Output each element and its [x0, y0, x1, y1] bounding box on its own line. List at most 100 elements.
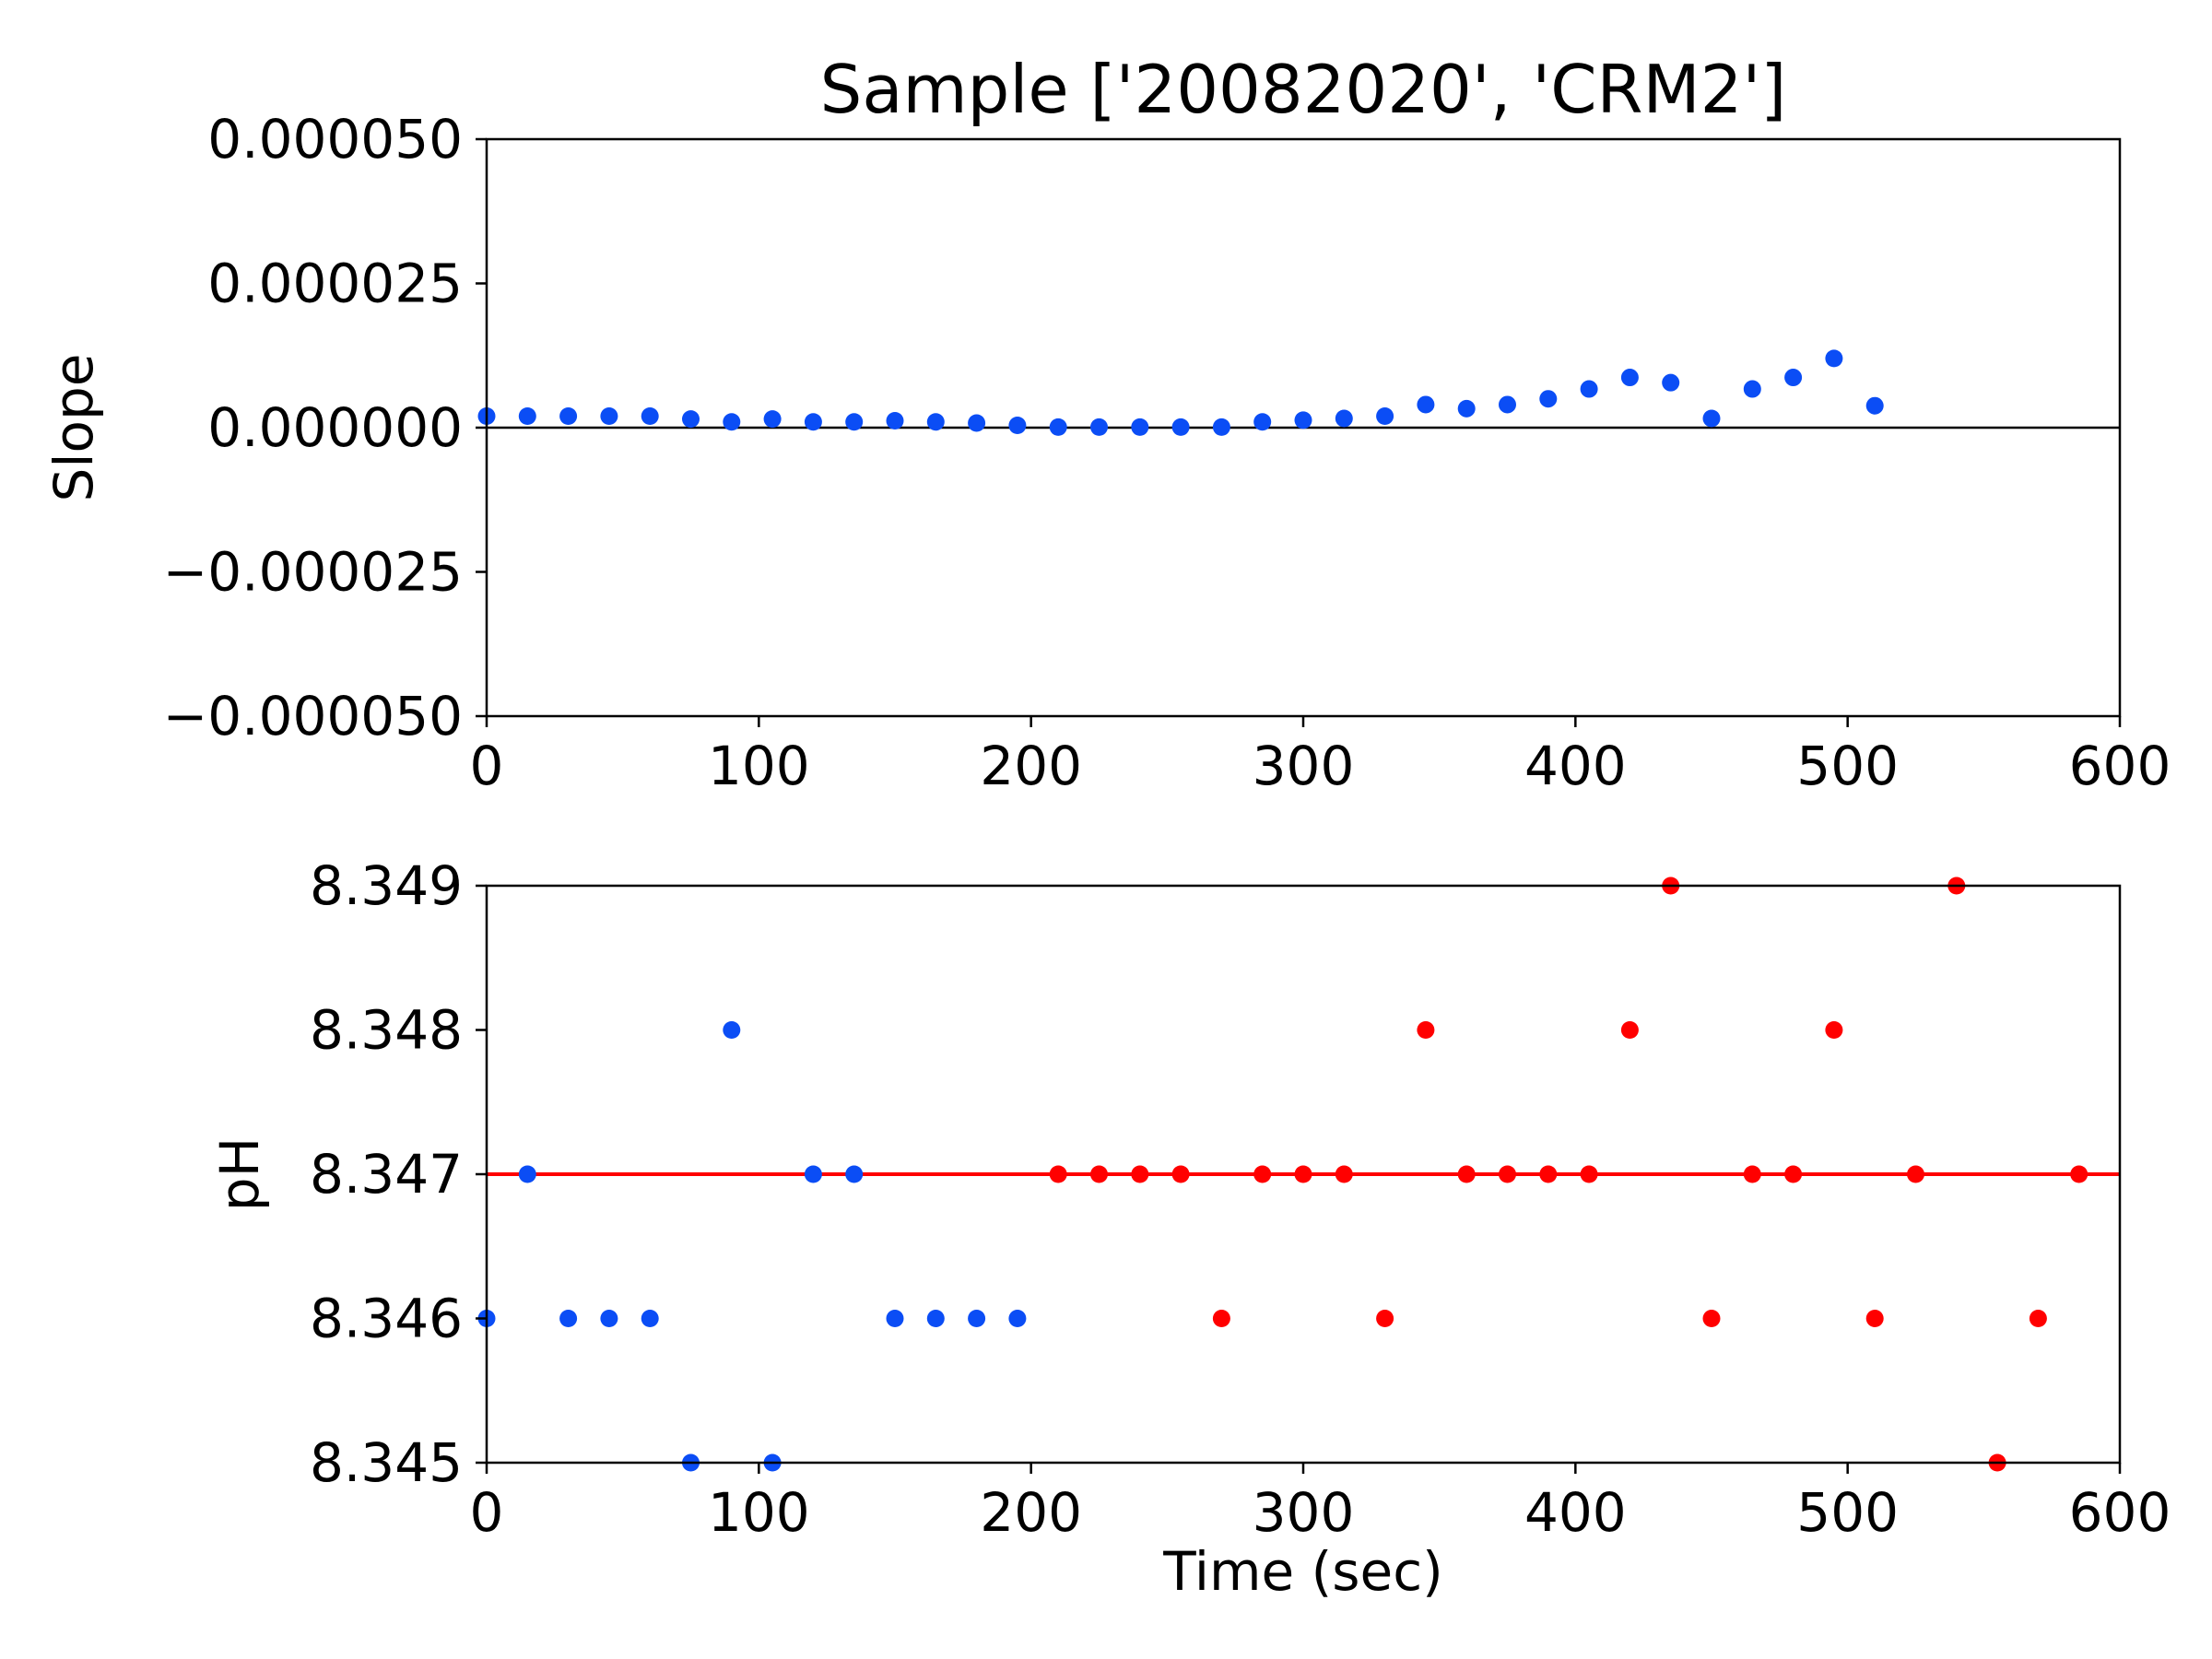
data-point: [600, 406, 618, 425]
data-point: [1008, 1310, 1027, 1327]
data-point: [1212, 418, 1230, 436]
data-point: [1131, 1165, 1149, 1183]
data-point: [682, 410, 700, 429]
x-tick-label: 600: [2069, 1481, 2171, 1544]
y-tick-label: 0.000025: [207, 253, 463, 315]
y-tick-label: 0.000050: [207, 108, 463, 171]
x-tick-label: 300: [1253, 1481, 1355, 1544]
data-point: [1825, 349, 1843, 368]
data-point: [1743, 380, 1761, 398]
x-tick-label: 200: [980, 735, 1082, 797]
data-point: [723, 413, 741, 431]
data-point: [1825, 1021, 1843, 1039]
data-point: [845, 1165, 864, 1183]
data-point: [559, 406, 578, 425]
data-point: [1253, 413, 1272, 431]
data-point: [1008, 416, 1027, 434]
data-point: [926, 413, 945, 431]
data-point: [1049, 418, 1067, 436]
data-point: [968, 414, 986, 432]
data-point: [1294, 411, 1312, 429]
data-point: [1376, 406, 1394, 425]
data-point: [641, 1310, 659, 1327]
data-point: [1784, 1165, 1803, 1183]
data-point: [641, 406, 659, 425]
data-point: [559, 1310, 578, 1327]
data-point: [886, 1310, 904, 1327]
data-point: [1539, 1165, 1558, 1183]
data-point: [1294, 1165, 1312, 1183]
data-point: [1212, 1310, 1230, 1327]
data-point: [1499, 395, 1516, 414]
data-point: [1907, 1165, 1924, 1183]
data-point: [1580, 380, 1598, 398]
data-point: [926, 1310, 945, 1327]
x-tick-label: 600: [2069, 735, 2171, 797]
data-point: [1457, 399, 1476, 418]
data-point: [600, 1310, 618, 1327]
data-point: [1417, 1021, 1435, 1039]
data-point: [763, 410, 782, 429]
x-tick-label: 200: [980, 1481, 1082, 1544]
data-point: [1335, 1165, 1353, 1183]
data-point: [1743, 1165, 1761, 1183]
data-point: [1090, 1165, 1108, 1183]
y-tick-label: 8.345: [310, 1431, 463, 1494]
data-point: [1865, 1310, 1884, 1327]
data-point: [1662, 373, 1680, 392]
data-point: [1620, 1021, 1639, 1039]
data-point: [968, 1310, 986, 1327]
data-point: [1702, 409, 1721, 428]
x-tick-label: 100: [708, 1481, 810, 1544]
data-point: [845, 413, 864, 431]
x-tick-label: 0: [470, 735, 504, 797]
data-point: [804, 1165, 822, 1183]
y-tick-label: −0.000050: [163, 685, 463, 747]
y-tick-label: −0.000025: [163, 541, 463, 604]
data-point: [1620, 369, 1639, 387]
data-point: [804, 413, 822, 431]
y-tick-label: 8.349: [310, 854, 463, 917]
x-tick-label: 400: [1524, 1481, 1627, 1544]
chart-title: Sample ['20082020', 'CRM2']: [820, 51, 1787, 128]
data-point: [1580, 1165, 1598, 1183]
data-point: [1499, 1165, 1516, 1183]
data-point: [2029, 1310, 2047, 1327]
data-point: [518, 406, 536, 425]
data-point: [1335, 409, 1353, 428]
data-point: [886, 411, 904, 429]
data-point: [1539, 390, 1558, 408]
x-tick-label: 300: [1253, 735, 1355, 797]
ph-panel: 0 100 200 300 400 500 600 8.345 8.346 8.347 8.348 8…: [208, 854, 2171, 1603]
slope-panel: 0 100 200 300 400 500 600 −0.000050 −0.000025 0.0…: [42, 108, 2171, 797]
data-point: [1457, 1165, 1476, 1183]
y-tick-label: 8.348: [310, 999, 463, 1062]
y-tick-label: 0.000000: [207, 396, 463, 459]
data-point: [1090, 418, 1108, 436]
x-tick-label: 100: [708, 735, 810, 797]
x-axis-label: Time (sec): [1162, 1540, 1442, 1603]
x-tick-label: 0: [470, 1481, 504, 1544]
data-point: [1784, 369, 1803, 387]
data-point: [1417, 395, 1435, 414]
data-point: [1049, 1165, 1067, 1183]
data-point: [518, 1165, 536, 1183]
data-point: [1865, 396, 1884, 415]
data-point: [723, 1021, 741, 1039]
y-axis-label: pH: [208, 1137, 271, 1211]
data-point: [1253, 1165, 1272, 1183]
y-tick-label: 8.347: [310, 1143, 463, 1206]
x-tick-label: 500: [1796, 1481, 1899, 1544]
x-tick-label: 400: [1524, 735, 1627, 797]
data-point: [1702, 1310, 1721, 1327]
y-axis-label: Slope: [42, 354, 105, 502]
y-tick-label: 8.346: [310, 1288, 463, 1350]
data-point: [1171, 418, 1190, 436]
data-point: [1131, 418, 1149, 436]
data-point: [2070, 1165, 2088, 1183]
data-point: [1376, 1310, 1394, 1327]
x-tick-label: 500: [1796, 735, 1899, 797]
data-point: [1171, 1165, 1190, 1183]
